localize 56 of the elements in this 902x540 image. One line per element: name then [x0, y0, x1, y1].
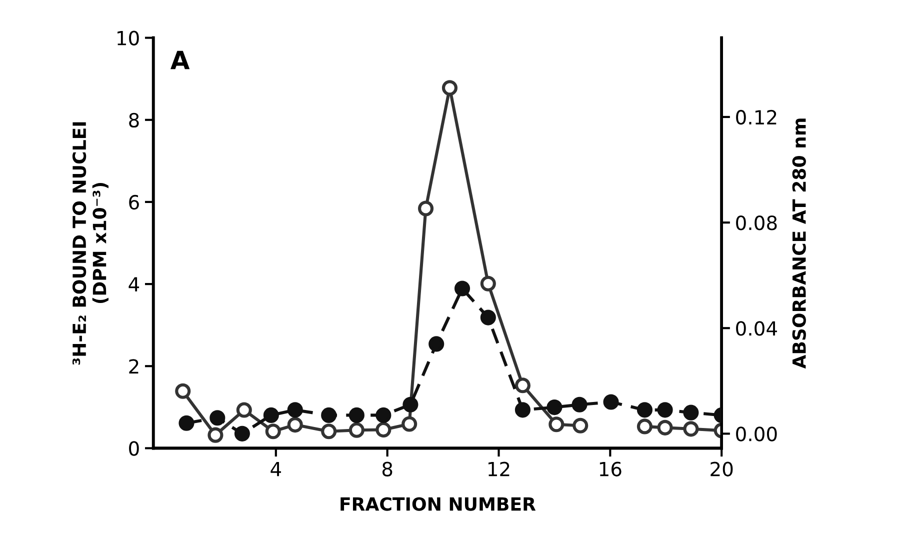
point — [348, 407, 364, 423]
point — [402, 416, 418, 432]
point — [287, 402, 303, 418]
point — [376, 422, 392, 438]
y-tick-label: 10 — [118, 30, 139, 46]
point — [657, 402, 673, 418]
y2-axis-title: ABSORBANCE AT 280 nm — [792, 118, 806, 369]
point — [480, 310, 496, 326]
point — [514, 378, 530, 394]
point — [321, 407, 337, 423]
point — [683, 421, 699, 437]
point — [683, 404, 699, 420]
point — [514, 402, 530, 418]
point — [636, 402, 652, 418]
point — [287, 417, 303, 433]
y2-tick-label: 0.04 — [736, 321, 777, 336]
point — [454, 280, 470, 296]
point — [376, 407, 392, 423]
point — [428, 336, 444, 352]
point — [572, 396, 588, 412]
point — [603, 394, 619, 410]
point — [657, 420, 673, 436]
x-tick-label: 16 — [600, 462, 622, 476]
y-tick-label: 4 — [128, 277, 140, 292]
y-axis-title: ³H-E₂ BOUND TO NUCLEI (DPM x10⁻³) — [72, 122, 108, 365]
y2-tick-label: 0.00 — [736, 426, 777, 442]
point — [418, 200, 434, 216]
point — [263, 407, 279, 423]
point — [175, 383, 191, 399]
point — [442, 80, 458, 96]
point — [234, 426, 250, 442]
point — [402, 396, 418, 412]
point — [236, 402, 252, 418]
y-tick-label: 0 — [129, 441, 139, 456]
y2-tick-label: 0.08 — [736, 216, 777, 230]
point — [208, 427, 224, 443]
y-tick-label: 2 — [129, 359, 138, 374]
point — [636, 418, 652, 434]
y-tick-label: 6 — [129, 194, 139, 210]
point — [546, 400, 562, 416]
point — [348, 422, 364, 438]
y-tick-label: 8 — [129, 112, 139, 128]
x-tick-label: 20 — [710, 462, 733, 476]
point — [321, 424, 337, 440]
x-tick-label: 12 — [488, 462, 510, 476]
point — [480, 276, 496, 292]
annotation: A — [170, 50, 190, 70]
point — [210, 410, 226, 426]
x-tick-label: 8 — [382, 462, 392, 476]
y2-tick-label: 0.12 — [736, 110, 776, 125]
point — [178, 415, 194, 431]
x-tick-label: 4 — [270, 462, 281, 476]
point — [548, 416, 564, 432]
point — [265, 424, 281, 440]
x-axis-title: FRACTION NUMBER — [340, 497, 536, 511]
point — [572, 418, 588, 434]
